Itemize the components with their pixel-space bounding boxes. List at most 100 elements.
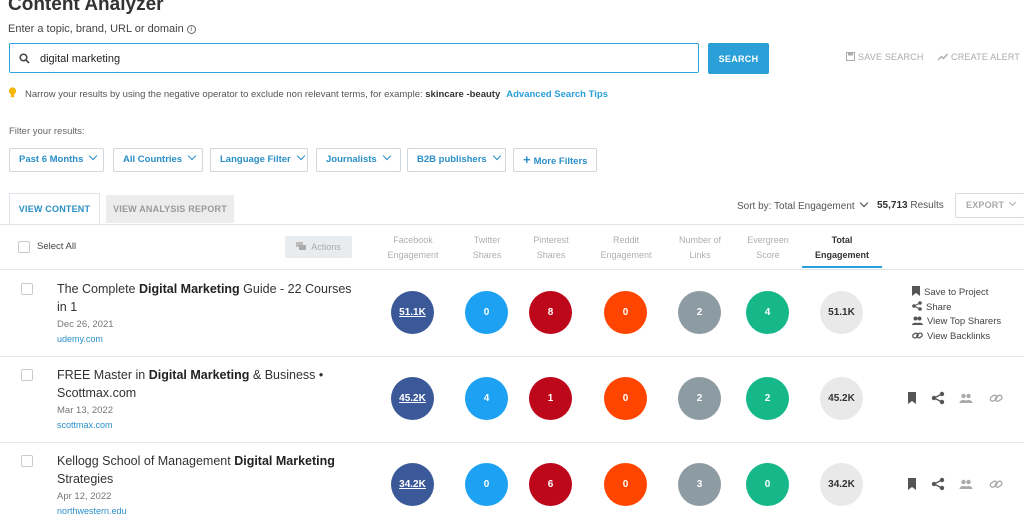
- row-checkbox[interactable]: [21, 455, 33, 467]
- filter-b2b[interactable]: B2B publishers: [407, 148, 506, 172]
- col-links[interactable]: Number of Links: [660, 233, 740, 263]
- view-top-sharers-link[interactable]: View Top Sharers: [912, 316, 1001, 327]
- row-title-pre: FREE Master in: [57, 368, 149, 382]
- more-filters-button[interactable]: + More Filters: [513, 148, 597, 172]
- metric-total: 51.1K: [820, 291, 863, 334]
- filter-time[interactable]: Past 6 Months: [9, 148, 104, 172]
- users-icon[interactable]: [959, 391, 973, 405]
- col-evergreen-line1: Evergreen: [747, 235, 789, 245]
- metric-reddit: 0: [604, 291, 647, 334]
- link-icon[interactable]: [989, 477, 1003, 491]
- row-checkbox[interactable]: [21, 283, 33, 295]
- row-divider: [0, 442, 1024, 443]
- col-twitter-line2: Shares: [472, 250, 502, 260]
- row-domain[interactable]: udemy.com: [57, 334, 103, 344]
- tab-view-analysis-report[interactable]: VIEW ANALYSIS REPORT: [106, 195, 234, 223]
- metric-facebook[interactable]: 45.2K: [391, 377, 434, 420]
- metric-twitter: 0: [465, 463, 508, 506]
- actions-button[interactable]: Actions: [285, 236, 352, 258]
- row-title[interactable]: FREE Master in Digital Marketing & Busin…: [57, 366, 357, 402]
- filter-language[interactable]: Language Filter: [210, 148, 308, 172]
- metric-pinterest: 1: [529, 377, 572, 420]
- row-title-bold: Digital Marketing: [138, 282, 240, 296]
- save-to-project-link[interactable]: Save to Project: [912, 286, 988, 298]
- users-icon: [912, 316, 923, 325]
- row-title[interactable]: Kellogg School of Management Digital Mar…: [57, 452, 357, 488]
- col-reddit[interactable]: Reddit Engagement: [586, 233, 666, 263]
- filter-countries[interactable]: All Countries: [113, 148, 203, 172]
- search-icon: [19, 53, 30, 64]
- search-input[interactable]: [40, 50, 680, 68]
- trend-icon: [937, 53, 949, 61]
- metric-links[interactable]: 2: [678, 377, 721, 420]
- col-total[interactable]: Total Engagement: [802, 233, 882, 263]
- metric-reddit: 0: [604, 377, 647, 420]
- metric-evergreen: 0: [746, 463, 789, 506]
- page-title: Content Analyzer: [8, 0, 164, 15]
- col-twitter[interactable]: Twitter Shares: [447, 233, 527, 263]
- row-title-post: Strategies: [57, 472, 114, 486]
- col-facebook[interactable]: Facebook Engagement: [373, 233, 453, 263]
- link-icon: [912, 332, 923, 339]
- row-date: Dec 26, 2021: [57, 319, 114, 330]
- row-title[interactable]: The Complete Digital Marketing Guide - 2…: [57, 280, 357, 316]
- share-icon[interactable]: [931, 477, 945, 491]
- col-twitter-line1: Twitter: [473, 235, 501, 245]
- row-domain[interactable]: northwestern.edu: [57, 506, 127, 516]
- bookmark-icon[interactable]: [905, 477, 919, 491]
- col-facebook-line1: Facebook: [393, 235, 433, 245]
- search-button[interactable]: SEARCH: [708, 43, 769, 74]
- row-title-pre: Kellogg School of Management: [57, 454, 235, 468]
- share-link[interactable]: Share: [912, 301, 951, 313]
- create-alert-label: CREATE ALERT: [951, 52, 1021, 62]
- tab-divider: [0, 224, 1024, 225]
- view-backlinks-label: View Backlinks: [927, 331, 991, 342]
- metric-reddit: 0: [604, 463, 647, 506]
- filter-journalists[interactable]: Journalists: [316, 148, 401, 172]
- share-icon[interactable]: [931, 391, 945, 405]
- bookmark-icon[interactable]: [905, 391, 919, 405]
- metric-links[interactable]: 2: [678, 291, 721, 334]
- col-pinterest-line1: Pinterest: [533, 235, 569, 245]
- row-title-bold: Digital Marketing: [234, 454, 335, 468]
- metric-links[interactable]: 3: [678, 463, 721, 506]
- filter-b2b-label: B2B publishers: [417, 154, 487, 165]
- metric-twitter: 4: [465, 377, 508, 420]
- save-search-button[interactable]: SAVE SEARCH: [846, 52, 924, 62]
- metric-facebook[interactable]: 51.1K: [391, 291, 434, 334]
- col-links-line1: Number of: [678, 235, 722, 245]
- row-domain[interactable]: scottmax.com: [57, 420, 113, 430]
- tip-example: skincare -beauty: [425, 89, 501, 100]
- col-total-line2: Engagement: [814, 250, 869, 260]
- link-icon[interactable]: [989, 391, 1003, 405]
- row-title-bold: Digital Marketing: [148, 368, 250, 382]
- lightbulb-icon: [8, 87, 17, 98]
- export-label: EXPORT: [966, 200, 1005, 210]
- search-box[interactable]: [9, 43, 699, 73]
- col-evergreen[interactable]: Evergreen Score: [728, 233, 808, 263]
- select-all-checkbox[interactable]: [18, 241, 30, 253]
- users-icon[interactable]: [959, 477, 973, 491]
- col-facebook-line2: Engagement: [387, 250, 439, 260]
- tab-view-content[interactable]: VIEW CONTENT: [9, 193, 100, 225]
- advanced-search-tips-link[interactable]: Advanced Search Tips: [506, 89, 608, 100]
- save-to-project-label: Save to Project: [924, 287, 989, 298]
- create-alert-button[interactable]: CREATE ALERT: [937, 52, 1021, 62]
- view-backlinks-link[interactable]: View Backlinks: [912, 331, 990, 342]
- filter-time-label: Past 6 Months: [19, 154, 84, 165]
- row-checkbox[interactable]: [21, 369, 33, 381]
- chevron-down-icon: [296, 151, 305, 161]
- export-button[interactable]: EXPORT: [955, 193, 1024, 218]
- info-icon[interactable]: i: [186, 25, 196, 34]
- filter-journalists-label: Journalists: [326, 154, 377, 165]
- row-divider: [0, 356, 1024, 357]
- row-title-post: & Business • Scottmax.com: [57, 368, 324, 400]
- chevron-down-icon: [89, 151, 98, 161]
- select-all-label: Select All: [37, 241, 77, 252]
- sort-dropdown[interactable]: Sort by: Total Engagement: [737, 198, 868, 212]
- filter-label: Filter your results:: [9, 126, 85, 137]
- header-divider: [0, 269, 1024, 270]
- metric-facebook[interactable]: 34.2K: [391, 463, 434, 506]
- col-pinterest[interactable]: Pinterest Shares: [511, 233, 591, 263]
- col-evergreen-line2: Score: [756, 250, 780, 260]
